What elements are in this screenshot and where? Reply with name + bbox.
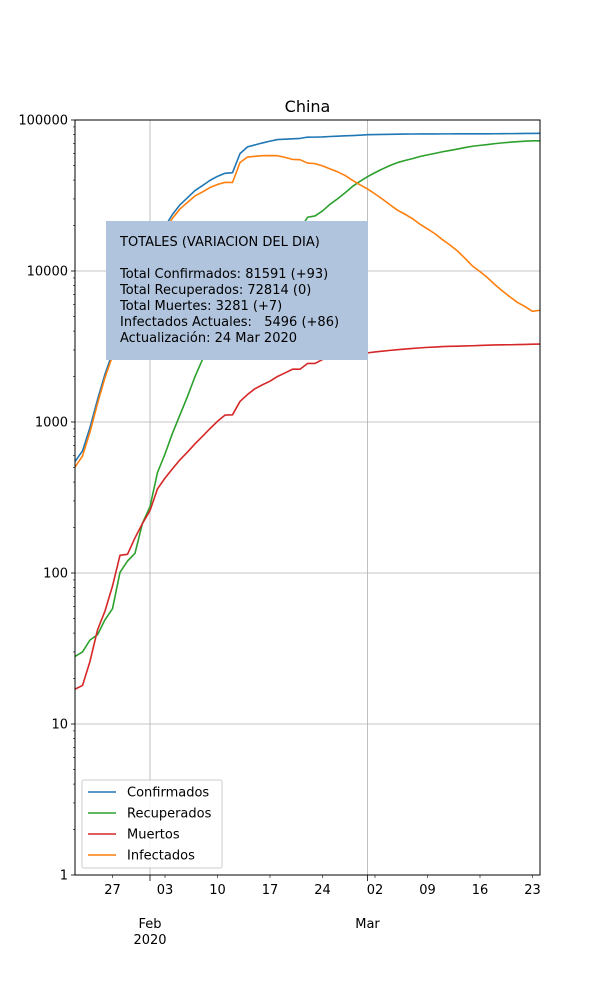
x-tick-label: 17 xyxy=(262,883,279,898)
y-tick-label: 10 xyxy=(51,718,68,733)
legend-label-infectados: Infectados xyxy=(127,849,195,864)
annotation-line: Total Confirmados: 81591 (+93) xyxy=(119,267,328,282)
annotation-line: Actualización: 24 Mar 2020 xyxy=(120,331,297,346)
legend-label-confirmados: Confirmados xyxy=(127,786,209,801)
series-line-recuperados xyxy=(75,140,540,658)
annotation-background xyxy=(106,221,368,360)
x-year-label: 2020 xyxy=(133,933,166,948)
totals-annotation-box: TOTALES (VARIACION DEL DIA) Total Confirm… xyxy=(106,221,368,360)
x-tick-label: 10 xyxy=(209,883,226,898)
y-tick-label: 100 xyxy=(43,567,68,582)
annotation-line: TOTALES (VARIACION DEL DIA) xyxy=(119,235,320,250)
plot-frame xyxy=(74,119,541,876)
x-tick-label: 27 xyxy=(104,883,121,898)
annotation-line: Total Recuperados: 72814 (0) xyxy=(119,283,311,298)
x-tick-label: 03 xyxy=(157,883,174,898)
x-month-label: Feb xyxy=(138,917,161,932)
annotation-line: Total Muertes: 3281 (+7) xyxy=(119,299,282,314)
x-tick-label: 16 xyxy=(472,883,489,898)
y-tick-label: 100000 xyxy=(18,114,68,129)
series-line-muertos xyxy=(75,343,540,690)
x-tick-label: 02 xyxy=(367,883,384,898)
x-tick-label: 23 xyxy=(524,883,541,898)
legend-label-muertos: Muertos xyxy=(127,828,180,843)
y-tick-label: 10000 xyxy=(27,265,68,280)
legend: Confirmados Recuperados Muertos Infectados xyxy=(81,779,223,869)
chart-title: China xyxy=(285,97,331,116)
y-tick-label: 1000 xyxy=(35,416,68,431)
x-tick-label: 24 xyxy=(314,883,331,898)
legend-label-recuperados: Recuperados xyxy=(127,807,212,822)
y-axis: 1 10 100 1000 10000 100000 xyxy=(18,114,75,884)
y-tick-label: 1 xyxy=(60,869,68,884)
x-month-label: Mar xyxy=(355,917,380,932)
x-tick-label: 09 xyxy=(419,883,436,898)
legend-frame xyxy=(81,779,223,869)
annotation-line: Infectados Actuales: 5496 (+86) xyxy=(120,315,339,330)
